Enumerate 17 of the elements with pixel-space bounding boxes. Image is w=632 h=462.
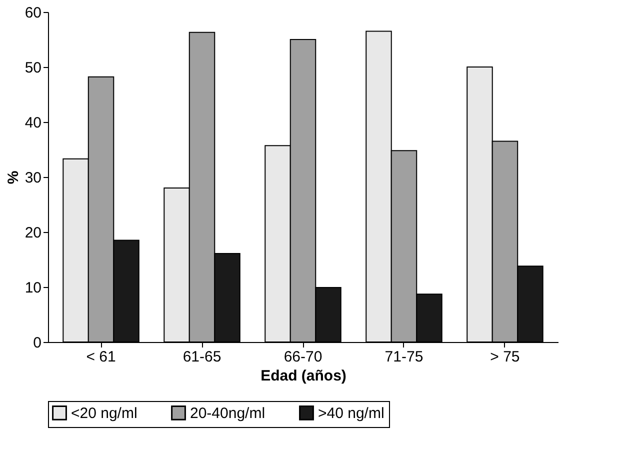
x-tick-label: 66-70 [284, 348, 322, 366]
x-tick-label: 71-75 [384, 348, 424, 366]
y-tick-label: 60 [24, 4, 42, 22]
legend-label: >40 ng/ml [318, 404, 384, 422]
y-tick-label: 0 [33, 334, 42, 352]
legend-label: 20-40ng/ml [190, 404, 266, 422]
legend-label: <20 ng/ml [71, 404, 138, 422]
x-axis-title: Edad (años) [260, 368, 346, 384]
y-tick-label: 10 [24, 280, 42, 296]
y-tick-label: 50 [24, 60, 42, 76]
x-tick-label: < 61 [86, 348, 116, 366]
x-tick-label: > 75 [490, 348, 520, 366]
y-tick-label: 40 [24, 114, 42, 132]
y-tick-label: 20 [24, 224, 42, 242]
y-tick-label: 30 [24, 170, 42, 186]
x-tick-label: 61-65 [182, 348, 222, 366]
y-axis-title: % [4, 170, 22, 184]
